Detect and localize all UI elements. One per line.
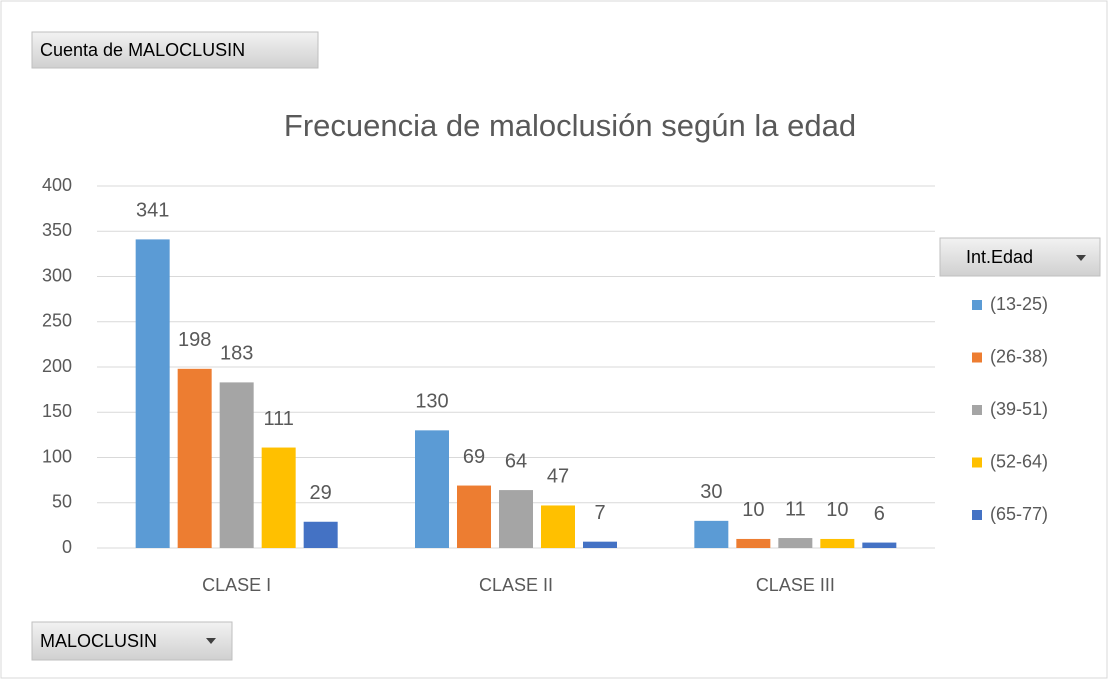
y-tick-label: 400 <box>42 175 72 195</box>
y-tick-label: 250 <box>42 311 72 331</box>
bar <box>694 520 729 548</box>
bar <box>135 239 170 548</box>
bar <box>177 368 212 548</box>
legend-label: (52-64) <box>990 451 1048 471</box>
bar <box>583 541 617 548</box>
data-label: 69 <box>463 446 485 468</box>
value-field-button[interactable] <box>31 31 319 69</box>
dropdown-arrow <box>206 638 216 644</box>
y-tick-label: 0 <box>62 537 72 557</box>
legend-field-button[interactable] <box>939 237 1101 277</box>
y-tick-label: 200 <box>42 356 72 376</box>
data-label: 6 <box>874 503 885 525</box>
data-label: 183 <box>220 343 253 365</box>
y-tick-label: 350 <box>42 220 72 240</box>
legend-label: (26-38) <box>990 346 1048 366</box>
axis-field-label: MALOCLUSIN <box>40 631 157 651</box>
data-label: 30 <box>700 481 722 503</box>
y-tick-label: 150 <box>42 401 72 421</box>
data-label: 10 <box>826 499 848 521</box>
legend-field-label: Int.Edad <box>966 247 1033 267</box>
data-label: 341 <box>136 200 169 222</box>
value-field-label: Cuenta de MALOCLUSIN <box>40 40 245 60</box>
legend-swatch <box>972 352 982 363</box>
legend-swatch <box>972 300 982 310</box>
bar <box>499 490 533 548</box>
x-tick-label: CLASE I <box>202 575 271 595</box>
axis-field-button[interactable] <box>31 621 233 661</box>
legend-swatch <box>972 457 982 468</box>
x-tick-label: CLASE III <box>756 575 835 595</box>
dropdown-arrow <box>1076 255 1086 261</box>
data-label: 29 <box>310 482 332 504</box>
bar <box>862 542 897 548</box>
data-label: 10 <box>742 499 764 521</box>
bar <box>820 538 855 548</box>
legend-label: (13-25) <box>990 294 1048 314</box>
bar <box>415 430 449 548</box>
legend-label: (39-51) <box>990 399 1048 419</box>
bar <box>778 538 813 548</box>
bar <box>736 538 771 548</box>
data-label: 130 <box>415 391 448 413</box>
data-label: 11 <box>785 498 806 520</box>
x-tick-label: CLASE II <box>479 575 553 595</box>
bar <box>457 485 491 548</box>
data-label: 64 <box>505 450 527 472</box>
chart-title: Frecuencia de maloclusión según la edad <box>284 108 856 143</box>
legend-swatch <box>972 405 982 415</box>
data-label: 7 <box>594 502 605 524</box>
data-label: 47 <box>547 466 569 488</box>
bar <box>219 382 254 548</box>
y-tick-label: 100 <box>42 446 72 466</box>
bar <box>541 505 575 548</box>
legend-swatch <box>972 510 982 520</box>
bar <box>303 521 338 548</box>
bar <box>261 447 296 548</box>
y-tick-label: 50 <box>52 492 72 512</box>
legend-label: (65-77) <box>990 504 1048 524</box>
data-label: 198 <box>178 329 211 351</box>
y-tick-label: 300 <box>42 265 72 285</box>
data-label: 111 <box>263 408 293 430</box>
